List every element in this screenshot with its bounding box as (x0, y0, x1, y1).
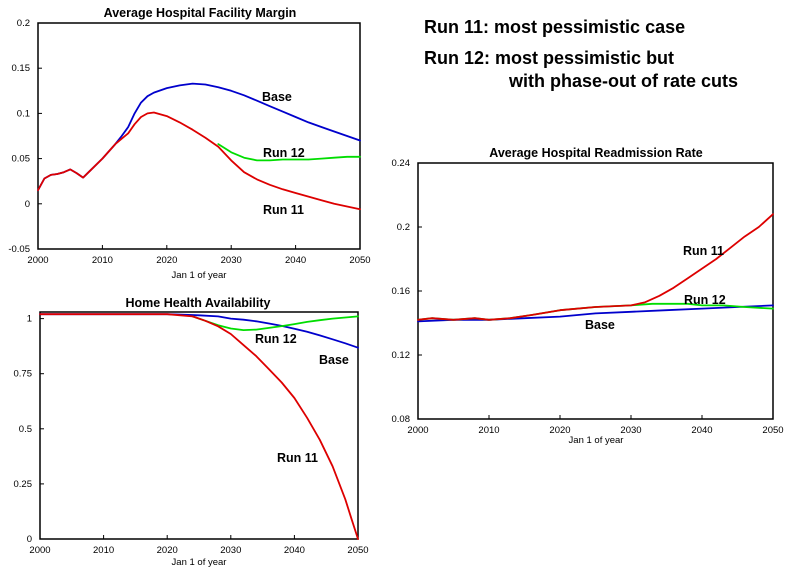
homehealth-y-tick-label: 0 (27, 534, 32, 545)
readmission-y-tick-label: 0.2 (397, 222, 410, 233)
homehealth-y-tick-label: 0.25 (14, 479, 33, 490)
margin-x-tick-label: 2010 (92, 255, 113, 266)
readmission-chart: Average Hospital Readmission Rate 2000 20… (392, 146, 784, 446)
margin-plot-frame (37, 22, 361, 250)
margin-x-tick-label: 2050 (349, 255, 370, 266)
margin-y-tick-label: 0.2 (17, 18, 30, 29)
homehealth-plot-frame (39, 311, 359, 540)
readmission-plot-frame (417, 162, 774, 420)
margin-x-tick-label: 2000 (27, 255, 48, 266)
margin-label-base: Base (262, 90, 292, 104)
readmission-x-tick-label: 2050 (762, 425, 783, 436)
readmission-y-tick-label: 0.12 (392, 350, 411, 361)
homehealth-x-tick-label: 2030 (220, 545, 241, 556)
homehealth-series (39, 313, 359, 540)
margin-ticks: 2000 2010 2020 2030 2040 2050 0.2 0.15 0.1 0.05 0 -… (8, 18, 370, 266)
readmission-x-tick-label: 2000 (407, 425, 428, 436)
readmission-label-run11: Run 11 (683, 244, 724, 258)
margin-x-axis-label: Jan 1 of year (172, 270, 227, 281)
homehealth-label-base: Base (319, 353, 349, 367)
readmission-series-run11 (417, 213, 774, 321)
homehealth-y-tick-label: 0.5 (19, 424, 32, 435)
margin-chart: Average Hospital Facility Margin 2000 201… (8, 6, 370, 281)
homehealth-x-tick-label: 2020 (157, 545, 178, 556)
margin-series-run12 (217, 143, 361, 162)
homehealth-x-axis-label: Jan 1 of year (172, 557, 227, 568)
margin-x-tick-label: 2030 (221, 255, 242, 266)
readmission-x-tick-label: 2010 (478, 425, 499, 436)
homehealth-x-tick-label: 2000 (29, 545, 50, 556)
homehealth-chart-title: Home Health Availability (126, 296, 271, 310)
homehealth-chart: Home Health Availability 2000 2010 2020 203… (14, 296, 369, 568)
note-run11: Run 11: most pessimistic case (424, 17, 685, 37)
note-run12-cont: with phase-out of rate cuts (508, 71, 738, 91)
readmission-x-axis-label: Jan 1 of year (569, 435, 624, 446)
margin-x-tick-label: 2040 (285, 255, 306, 266)
readmission-x-tick-label: 2040 (691, 425, 712, 436)
homehealth-series-run12 (191, 315, 359, 332)
margin-y-tick-label: 0.1 (17, 108, 30, 119)
readmission-label-run12: Run 12 (684, 293, 726, 307)
homehealth-y-tick-label: 1 (27, 314, 32, 325)
readmission-y-tick-label: 0.08 (392, 414, 411, 425)
note-run12: Run 12: most pessimistic but (424, 48, 674, 68)
homehealth-series-run11 (39, 313, 359, 540)
readmission-y-tick-label: 0.16 (392, 286, 411, 297)
margin-y-tick-label: -0.05 (8, 244, 30, 255)
margin-label-run11: Run 11 (263, 203, 304, 217)
margin-y-tick-label: 0 (25, 199, 30, 210)
homehealth-label-run12: Run 12 (255, 332, 297, 346)
margin-x-tick-label: 2020 (156, 255, 177, 266)
homehealth-y-tick-label: 0.75 (14, 369, 33, 380)
homehealth-label-run11: Run 11 (277, 451, 318, 465)
readmission-y-tick-label: 0.24 (392, 158, 411, 169)
homehealth-x-tick-label: 2040 (284, 545, 305, 556)
readmission-label-base: Base (585, 318, 615, 332)
margin-series (37, 82, 361, 211)
margin-series-run11 (37, 111, 361, 211)
margin-chart-title: Average Hospital Facility Margin (104, 6, 297, 20)
readmission-series-base (417, 304, 774, 323)
margin-label-run12: Run 12 (263, 146, 305, 160)
margin-y-tick-label: 0.05 (12, 154, 31, 165)
readmission-x-tick-label: 2020 (549, 425, 570, 436)
homehealth-x-tick-label: 2010 (93, 545, 114, 556)
readmission-chart-title: Average Hospital Readmission Rate (489, 146, 703, 160)
homehealth-x-tick-label: 2050 (347, 545, 368, 556)
readmission-series (417, 213, 774, 323)
readmission-x-tick-label: 2030 (620, 425, 641, 436)
homehealth-ticks: 2000 2010 2020 2030 2040 2050 1 0.75 0.5 0.25 0 (14, 314, 369, 556)
margin-y-tick-label: 0.15 (12, 63, 31, 74)
readmission-ticks: 2000 2010 2020 2030 2040 2050 0.24 0.2 0.16 0.12 0… (392, 158, 784, 436)
